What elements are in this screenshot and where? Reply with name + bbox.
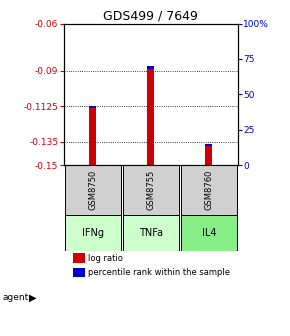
- Bar: [205, 145, 212, 165]
- Bar: [72, 267, 85, 278]
- Bar: [123, 165, 179, 215]
- Bar: [65, 165, 121, 215]
- Text: agent: agent: [3, 293, 29, 302]
- Bar: [72, 253, 85, 263]
- Bar: [65, 215, 121, 251]
- Text: GSM8760: GSM8760: [204, 170, 213, 210]
- Bar: [205, 143, 212, 146]
- Text: IL4: IL4: [202, 228, 216, 238]
- Text: log ratio: log ratio: [88, 254, 123, 263]
- Text: IFNg: IFNg: [82, 228, 104, 238]
- Bar: [147, 67, 154, 69]
- Bar: [89, 107, 96, 165]
- Text: GSM8750: GSM8750: [88, 170, 97, 210]
- Bar: [181, 215, 237, 251]
- Bar: [181, 165, 237, 215]
- Title: GDS499 / 7649: GDS499 / 7649: [103, 9, 198, 23]
- Text: GSM8755: GSM8755: [146, 170, 155, 210]
- Text: ▶: ▶: [29, 292, 37, 302]
- Bar: [123, 215, 179, 251]
- Bar: [89, 106, 96, 108]
- Text: TNFa: TNFa: [139, 228, 163, 238]
- Text: percentile rank within the sample: percentile rank within the sample: [88, 268, 230, 277]
- Bar: [147, 68, 154, 165]
